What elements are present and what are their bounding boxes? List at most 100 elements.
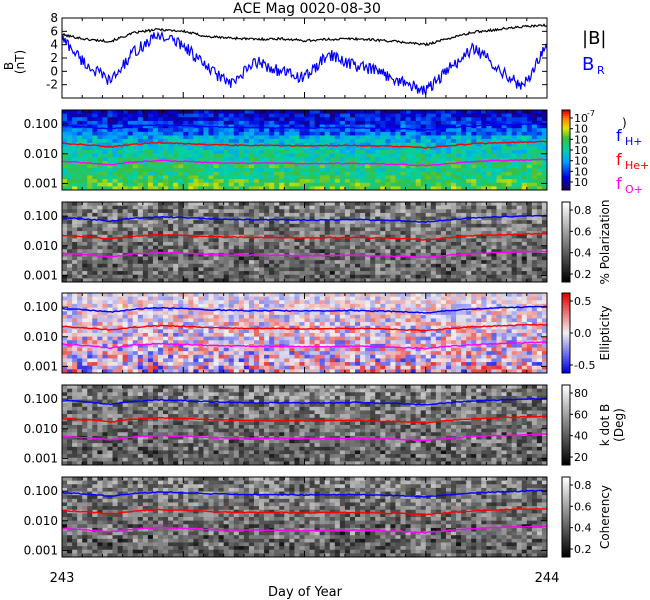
spectrogram-cell	[440, 223, 447, 228]
spectrogram-cell	[112, 249, 118, 254]
spectrogram-cell	[248, 157, 255, 162]
spectrogram-cell	[203, 150, 209, 155]
spectrogram-cell	[415, 205, 422, 210]
spectrogram-cell	[339, 256, 346, 261]
spectrogram-cell	[233, 245, 240, 250]
spectrogram-cell	[491, 271, 497, 276]
spectrogram-cell	[481, 293, 487, 298]
spectrogram-cell	[349, 271, 356, 276]
spectrogram-cell	[516, 168, 523, 173]
spectrogram-cell	[188, 157, 194, 162]
spectrogram-cell	[142, 296, 149, 301]
spectrogram-cell	[122, 164, 129, 169]
spectrogram-cell	[370, 300, 376, 305]
spectrogram-cell	[319, 157, 326, 162]
spectrogram-cell	[102, 120, 108, 125]
spectrogram-cell	[248, 231, 255, 236]
spectrogram-cell	[461, 209, 467, 214]
spectrogram-cell	[243, 245, 250, 250]
spectrogram-cell	[410, 216, 417, 221]
spectrogram-cell	[107, 186, 113, 191]
spectrogram-cell	[248, 278, 255, 283]
spectrogram-cell	[168, 271, 174, 276]
spectrogram-cell	[168, 234, 174, 239]
spectrogram-cell	[415, 139, 422, 144]
spectrogram-cell	[304, 296, 310, 301]
spectrogram-cell	[370, 293, 376, 298]
spectrogram-cell	[445, 223, 452, 228]
spectrogram-cell	[127, 209, 134, 214]
colorbar-tick-label: 10	[574, 144, 588, 157]
spectrogram-cell	[223, 186, 230, 191]
spectrogram-cell	[137, 179, 144, 184]
spectrogram-cell	[445, 303, 452, 308]
spectrogram-cell	[304, 231, 310, 236]
spectrogram-cell	[259, 164, 265, 169]
spectrogram-cell	[127, 128, 134, 133]
spectrogram-cell	[243, 139, 250, 144]
spectrogram-cell	[370, 110, 376, 115]
spectrogram-cell	[147, 220, 154, 225]
spectrogram-cell	[269, 128, 275, 133]
spectrogram-cell	[137, 212, 144, 217]
spectrogram-cell	[208, 120, 214, 125]
spectrogram-cell	[541, 271, 548, 276]
spectrogram-cell	[324, 274, 331, 279]
spectrogram-cell	[117, 267, 124, 272]
spectrogram-cell	[355, 242, 361, 247]
spectrogram-cell	[168, 245, 174, 250]
spectrogram-cell	[445, 245, 452, 250]
spectrogram-cell	[370, 245, 376, 250]
spectrogram-cell	[481, 296, 487, 301]
spectrogram-cell	[107, 271, 113, 276]
spectrogram-cell	[319, 202, 326, 207]
spectrogram-cell	[486, 124, 492, 129]
spectrogram-cell	[198, 164, 204, 169]
spectrogram-cell	[380, 252, 386, 257]
spectrogram-cell	[506, 150, 513, 155]
spectrogram-cell	[506, 227, 513, 232]
spectrogram-cell	[360, 249, 366, 254]
spectrogram-cell	[259, 293, 265, 298]
spectrogram-cell	[435, 113, 442, 118]
spectrogram-cell	[415, 153, 422, 158]
spectrogram-cell	[425, 124, 432, 129]
spectrogram-cell	[62, 186, 68, 191]
spectrogram-cell	[541, 131, 548, 136]
spectrogram-cell	[451, 296, 457, 301]
spectrogram-cell	[87, 110, 93, 115]
spectrogram-cell	[355, 110, 361, 115]
spectrogram-cell	[284, 182, 290, 187]
spectrogram-cell	[188, 242, 194, 247]
spectrogram-cell	[496, 300, 502, 305]
spectrogram-cell	[491, 113, 497, 118]
spectrogram-cell	[541, 223, 548, 228]
spectrogram-cell	[243, 179, 250, 184]
spectrogram-cell	[274, 216, 280, 221]
spectrogram-cell	[238, 205, 245, 210]
spectrogram-cell	[127, 252, 134, 257]
spectrogram-cell	[112, 260, 118, 265]
spectrogram-cell	[466, 245, 472, 250]
spectrogram-cell	[375, 117, 381, 122]
spectrogram-cell	[319, 303, 326, 308]
spectrogram-cell	[329, 179, 336, 184]
spectrogram-cell	[420, 242, 427, 247]
spectrogram-cell	[284, 260, 290, 265]
spectrogram-cell	[304, 179, 310, 184]
spectrogram-cell	[107, 150, 113, 155]
spectrogram-cell	[87, 249, 93, 254]
spectrogram-cell	[496, 263, 502, 268]
colorbar-segment	[562, 136, 570, 139]
spectrogram-cell	[152, 171, 159, 176]
spectrogram-cell	[491, 212, 497, 217]
spectrogram-cell	[77, 238, 83, 243]
spectrogram-cell	[279, 150, 285, 155]
spectrogram-cell	[213, 120, 220, 125]
spectrogram-cell	[380, 300, 386, 305]
spectrogram-cell	[365, 120, 371, 125]
spectrogram-cell	[142, 128, 149, 133]
spectrogram-cell	[440, 242, 447, 247]
spectrogram-cell	[294, 242, 300, 247]
spectrogram-cell	[117, 186, 124, 191]
